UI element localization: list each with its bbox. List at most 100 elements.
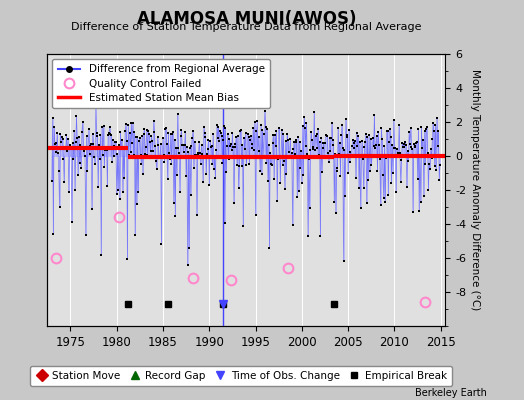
Point — [104, 132, 112, 138]
Point — [206, 144, 215, 150]
Point — [203, 146, 212, 152]
Point — [331, 150, 339, 157]
Point — [242, 129, 250, 136]
Point — [237, 126, 245, 133]
Point — [275, 125, 283, 132]
Point — [265, 142, 273, 149]
Point — [213, 122, 221, 128]
Point — [370, 112, 378, 118]
Point — [52, 149, 61, 155]
Point — [244, 131, 252, 138]
Point — [110, 142, 118, 149]
Point — [381, 199, 389, 205]
Point — [81, 152, 89, 159]
Point — [70, 128, 79, 134]
Point — [110, 153, 118, 159]
Point — [48, 115, 57, 121]
Point — [209, 130, 217, 137]
Point — [329, 142, 337, 148]
Point — [164, 130, 172, 137]
Point — [216, 130, 225, 136]
Point — [115, 142, 123, 148]
Point — [400, 144, 409, 150]
Point — [71, 186, 79, 193]
Point — [276, 180, 285, 186]
Point — [412, 139, 420, 146]
Point — [423, 124, 431, 130]
Point — [145, 131, 153, 137]
Point — [126, 148, 135, 155]
Point — [428, 136, 436, 142]
Point — [73, 134, 81, 141]
Point — [432, 166, 440, 173]
Point — [69, 140, 77, 146]
Point — [280, 158, 288, 164]
Point — [353, 143, 362, 150]
Point — [62, 132, 71, 138]
Point — [416, 152, 424, 158]
Point — [318, 169, 326, 175]
Point — [372, 142, 380, 148]
Point — [424, 186, 433, 193]
Point — [159, 135, 167, 142]
Point — [395, 122, 403, 128]
Point — [56, 204, 64, 211]
Point — [392, 145, 401, 152]
Point — [123, 138, 131, 144]
Point — [255, 134, 263, 140]
Point — [54, 150, 62, 156]
Point — [53, 129, 61, 136]
Point — [293, 193, 301, 200]
Point — [297, 147, 305, 154]
Point — [89, 140, 97, 147]
Point — [192, 152, 200, 159]
Point — [212, 146, 221, 153]
Legend: Station Move, Record Gap, Time of Obs. Change, Empirical Break: Station Move, Record Gap, Time of Obs. C… — [30, 366, 452, 386]
Point — [397, 157, 406, 163]
Text: Difference of Station Temperature Data from Regional Average: Difference of Station Temperature Data f… — [71, 22, 421, 32]
Point — [386, 126, 394, 132]
Point — [162, 141, 171, 147]
Point — [248, 145, 257, 151]
Point — [56, 131, 64, 138]
Point — [135, 137, 143, 144]
Point — [100, 164, 108, 170]
Point — [221, 125, 230, 132]
Point — [187, 142, 195, 149]
Point — [399, 144, 407, 150]
Point — [136, 134, 144, 141]
Point — [314, 126, 322, 132]
Y-axis label: Monthly Temperature Anomaly Difference (°C): Monthly Temperature Anomaly Difference (… — [471, 69, 481, 311]
Point — [118, 189, 127, 195]
Point — [64, 136, 72, 142]
Point — [405, 129, 413, 136]
Point — [183, 262, 192, 268]
Point — [96, 132, 105, 138]
Point — [237, 163, 246, 169]
Point — [140, 125, 149, 132]
Point — [206, 138, 214, 144]
Point — [304, 233, 312, 240]
Point — [328, 120, 336, 127]
Point — [63, 148, 71, 154]
Point — [425, 160, 433, 167]
Point — [225, 136, 234, 142]
Point — [332, 168, 341, 174]
Point — [371, 145, 379, 151]
Point — [158, 154, 166, 160]
Point — [147, 133, 156, 140]
Point — [391, 144, 399, 151]
Point — [294, 134, 302, 140]
Point — [238, 142, 247, 148]
Point — [138, 132, 146, 139]
Point — [208, 161, 216, 168]
Point — [277, 154, 285, 161]
Point — [301, 143, 310, 149]
Point — [366, 135, 375, 142]
Point — [384, 191, 392, 198]
Point — [374, 129, 383, 135]
Point — [54, 167, 63, 174]
Point — [430, 163, 439, 169]
Point — [255, 148, 264, 154]
Point — [229, 144, 237, 150]
